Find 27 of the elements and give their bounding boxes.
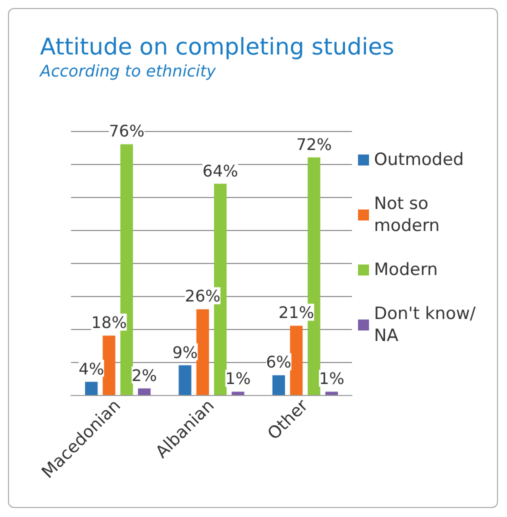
bar [232,392,244,395]
bar [138,388,151,395]
bar [196,309,209,395]
legend-label: Outmoded [374,150,464,170]
bar [85,382,98,395]
bar [290,326,303,395]
legend-label: Don't know/NA [374,304,476,346]
bar [102,336,116,395]
bar [325,392,338,395]
chart-title: Attitude on completing studies [40,34,394,60]
legend-label: Not so modern [374,194,440,236]
data-label: 26% [184,286,220,306]
data-label: 72% [296,134,332,154]
data-label: 1% [318,369,344,388]
bar [178,365,192,395]
data-label: 4% [78,359,104,378]
data-label: 6% [266,352,292,372]
data-label: 1% [225,369,251,388]
legend-label: Modern [374,260,438,280]
chart-subtitle: According to ethnicity [39,62,216,80]
data-label: 64% [202,161,238,180]
data-label: 9% [172,342,198,362]
data-label: 76% [108,122,144,141]
data-label: 21% [278,303,314,322]
data-label: 18% [91,313,127,332]
bar [272,375,285,395]
data-label: 2% [132,366,158,385]
